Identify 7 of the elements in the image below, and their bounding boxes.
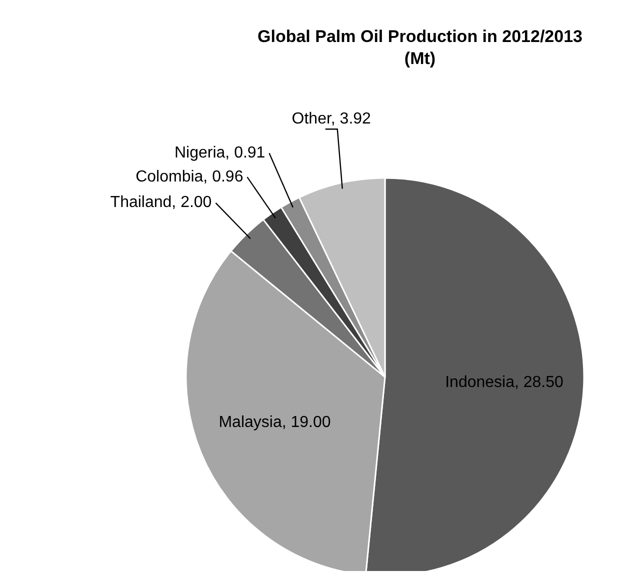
slice-label: Thailand, 2.00 — [110, 194, 212, 212]
slice-label: Indonesia, 28.50 — [445, 374, 564, 392]
slice-label: Other, 3.92 — [292, 110, 372, 128]
slice-label: Nigeria, 0.91 — [174, 144, 266, 162]
slice-label: Colombia, 0.96 — [136, 168, 244, 186]
slice-label: Malaysia, 19.00 — [218, 414, 331, 432]
chart-title: Global Palm Oil Production in 2012/2013 (Mt) — [258, 27, 582, 68]
